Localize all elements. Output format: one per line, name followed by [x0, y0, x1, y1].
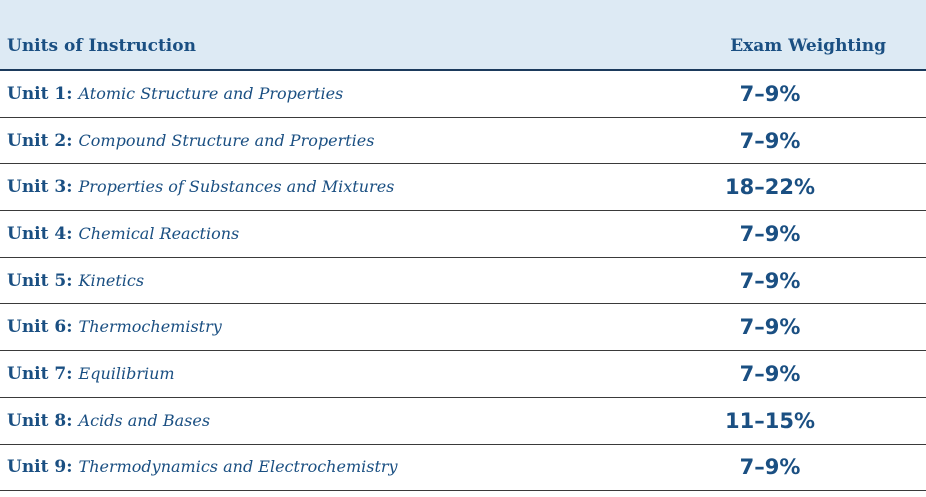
unit-title: Atomic Structure and Properties	[78, 83, 344, 103]
unit-number: Unit 4:	[7, 223, 73, 244]
unit-label: Unit 8: Acids and Bases	[7, 411, 210, 431]
table-header: Units of Instruction Exam Weighting	[0, 0, 926, 71]
unit-weighting: 11–15%	[725, 408, 815, 433]
table-row: Unit 4: Chemical Reactions 7–9%	[0, 211, 926, 258]
unit-weighting: 7–9%	[739, 361, 801, 386]
unit-weighting: 7–9%	[739, 128, 801, 153]
unit-weighting: 7–9%	[739, 315, 801, 340]
unit-title: Kinetics	[78, 270, 145, 290]
unit-title: Chemical Reactions	[78, 223, 240, 243]
unit-number: Unit 1:	[7, 83, 73, 104]
unit-label: Unit 5: Kinetics	[7, 271, 144, 291]
unit-number: Unit 2:	[7, 130, 73, 151]
unit-number: Unit 7:	[7, 363, 73, 384]
unit-number: Unit 5:	[7, 270, 73, 291]
table-row: Unit 6: Thermochemistry 7–9%	[0, 304, 926, 352]
unit-weighting: 7–9%	[739, 455, 801, 480]
unit-number: Unit 6:	[7, 317, 73, 338]
unit-number: Unit 8:	[7, 410, 73, 431]
table-row: Unit 8: Acids and Bases 11–15%	[0, 398, 926, 445]
table-row: Unit 3: Properties of Substances and Mixt…	[0, 164, 926, 212]
table-row: Unit 9: Thermodynamics and Electrochemist…	[0, 445, 926, 492]
unit-number: Unit 3:	[7, 177, 73, 198]
unit-title: Thermodynamics and Electrochemistry	[78, 457, 398, 477]
unit-title: Equilibrium	[78, 363, 175, 383]
unit-number: Unit 9:	[7, 457, 73, 478]
unit-label: Unit 6: Thermochemistry	[7, 317, 222, 337]
column-header-units: Units of Instruction	[7, 36, 196, 56]
unit-label: Unit 7: Equilibrium	[7, 364, 175, 384]
table-row: Unit 5: Kinetics 7–9%	[0, 258, 926, 305]
unit-title: Properties of Substances and Mixtures	[78, 177, 395, 197]
unit-weighting: 7–9%	[739, 221, 801, 246]
unit-label: Unit 1: Atomic Structure and Properties	[7, 84, 343, 104]
unit-label: Unit 4: Chemical Reactions	[7, 224, 239, 244]
unit-weighting: 7–9%	[739, 268, 801, 293]
unit-title: Thermochemistry	[78, 317, 222, 337]
unit-weighting: 7–9%	[739, 81, 801, 106]
unit-title: Acids and Bases	[78, 410, 211, 430]
table-row: Unit 7: Equilibrium 7–9%	[0, 351, 926, 398]
table-row: Unit 1: Atomic Structure and Properties 7…	[0, 71, 926, 118]
unit-label: Unit 3: Properties of Substances and Mixt…	[7, 177, 394, 197]
unit-label: Unit 9: Thermodynamics and Electrochemist…	[7, 457, 398, 477]
unit-weighting: 18–22%	[725, 175, 815, 200]
table-row: Unit 2: Compound Structure and Properties…	[0, 118, 926, 165]
unit-label: Unit 2: Compound Structure and Properties	[7, 131, 374, 151]
column-header-weighting: Exam Weighting	[730, 36, 886, 56]
unit-title: Compound Structure and Properties	[78, 130, 375, 150]
